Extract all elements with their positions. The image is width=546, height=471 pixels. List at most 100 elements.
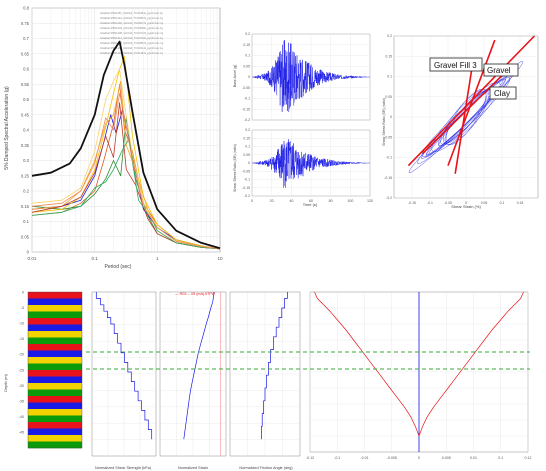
spectra-ytick: 0.45 bbox=[21, 112, 30, 117]
spectra-legend-entry: Ghakhar RSN1202_CHICHI_TCU067-N_pgmh.tve… bbox=[100, 21, 164, 25]
time-history-chart: 0.2 0.15 0.1 0.05 0 -0.05 -0.1 -0.15 -0.2 0.2 0.1… bbox=[233, 32, 373, 207]
stress-ytick: -0.2 bbox=[244, 194, 250, 198]
spectra-xtick: 1 bbox=[156, 256, 159, 261]
hysteresis-chart: 0.2 0.15 0.1 0.05 0 -0.05 -0.1 -0.15 -0.2 -0.15 -0… bbox=[382, 34, 539, 209]
spectra-legend-entry: Ghakhar RSN1187_CHICHI_TCU048-E_pgmh.tve… bbox=[100, 11, 163, 15]
hysteresis-backbone bbox=[454, 60, 474, 174]
strain-title: — RG1 – VS (m/s) 6TFW bbox=[175, 292, 215, 296]
annotation-clay: Clay bbox=[489, 86, 517, 100]
soil-layer bbox=[28, 428, 82, 436]
soil-layer bbox=[28, 435, 82, 442]
soil-layer bbox=[28, 331, 82, 338]
friction-line bbox=[261, 292, 288, 440]
stress-xtick: 0 bbox=[251, 199, 253, 203]
soil-layer bbox=[28, 305, 82, 312]
hysteresis-xtick: -0.1 bbox=[427, 201, 433, 205]
spectra-legend-entry: Ghakhar RSN1244_CHICHI_TCU118-N_pgmh.tve… bbox=[100, 51, 164, 55]
spectra-ytick: 0.4 bbox=[23, 128, 29, 133]
disp-xtick: 0 bbox=[418, 456, 420, 460]
profile-ytick: -5 bbox=[21, 306, 24, 310]
hysteresis-ytick: 0 bbox=[390, 115, 392, 119]
accel-ylabel: Base Accel (g) bbox=[233, 65, 237, 88]
stress-xtick: 100 bbox=[347, 199, 353, 203]
spectra-ytick: 0.05 bbox=[21, 234, 30, 239]
hysteresis-xtick: 0.1 bbox=[500, 201, 505, 205]
spectra-legend-entry: Ghakhar RSN1213_CHICHI_TCU079-E_pgmh.tve… bbox=[100, 36, 164, 40]
accel-ytick: 0.05 bbox=[243, 64, 250, 68]
hysteresis-loop bbox=[440, 89, 492, 145]
stress-xtick: 60 bbox=[309, 199, 313, 203]
disp-xtick: 0.005 bbox=[442, 456, 451, 460]
soil-layer bbox=[28, 402, 82, 410]
soil-layer bbox=[28, 344, 82, 351]
disp-xtick: -0.01 bbox=[360, 456, 368, 460]
spectra-legend-entry: Ghakhar RSN1208_CHICHI_TCU074-N_pgmh.tve… bbox=[100, 31, 164, 35]
hysteresis-ytick: 0.05 bbox=[385, 95, 392, 99]
spectra-xtick: 0.1 bbox=[91, 256, 98, 261]
hysteresis-loop bbox=[442, 89, 490, 145]
profile-ytick: 0 bbox=[22, 290, 24, 294]
spectra-ytick: 0.3 bbox=[23, 158, 29, 163]
profile-frame bbox=[27, 291, 83, 449]
hysteresis-xtick: -0.15 bbox=[408, 201, 416, 205]
spectra-series-line bbox=[31, 138, 221, 250]
soil-layer bbox=[28, 376, 82, 384]
stress-ytick: 0.15 bbox=[243, 136, 250, 140]
accel-ytick: 0 bbox=[248, 75, 250, 79]
spectra-xtick: 0.01 bbox=[28, 256, 37, 261]
spectra-ytick: 0.75 bbox=[21, 21, 30, 26]
hysteresis-ylabel: Shear Stress Ratio (SR) (ratio) bbox=[382, 98, 386, 146]
soil-layer bbox=[28, 396, 82, 403]
profile-ytick: -45 bbox=[19, 431, 24, 435]
disp-plot-area: -0.12 -0.1 -0.01 -0.005 0 0.005 0.01 0.1 0.12 bbox=[306, 291, 532, 460]
disp-xtick: -0.12 bbox=[306, 456, 314, 460]
soil-layer bbox=[28, 422, 82, 429]
accel-ytick: -0.15 bbox=[242, 107, 250, 111]
soil-layer bbox=[28, 292, 82, 299]
spectra-legend-entry: Ghakhar RSN1231_CHICHI_TCU101-E_pgmh.tve… bbox=[100, 46, 164, 50]
accel-ytick: -0.1 bbox=[244, 97, 250, 101]
disp-left-line bbox=[314, 291, 420, 437]
hysteresis-ytick: -0.15 bbox=[384, 176, 392, 180]
spectra-ytick: 0.55 bbox=[21, 82, 30, 87]
hysteresis-backbone bbox=[447, 39, 496, 166]
profile-ytick: -35 bbox=[19, 400, 24, 404]
spectra-chart: 0 0.05 0.1 0.15 0.2 0.25 0.3 0.35 0.4 0.45 0.5 0.55… bbox=[0, 0, 228, 272]
hysteresis-ytick: -0.05 bbox=[384, 135, 392, 139]
annotation-gravel-fill-3-label: Gravel Fill 3 bbox=[434, 61, 477, 70]
profile-ytick: -15 bbox=[19, 337, 24, 341]
annotation-gravel-label: Gravel bbox=[487, 66, 511, 75]
stress-ytick: 0.1 bbox=[245, 145, 250, 149]
strain-xlabel: Normalized Strain bbox=[178, 466, 208, 470]
soil-layer bbox=[28, 350, 82, 358]
friction-xlabel: Normalized Friction Angle (deg) bbox=[239, 466, 293, 470]
disp-xtick: 0.1 bbox=[498, 456, 503, 460]
spectra-legend: Ghakhar RSN1187_CHICHI_TCU048-E_pgmh.tve… bbox=[100, 11, 164, 55]
stress-ytick: -0.05 bbox=[242, 169, 250, 173]
spectra-ylabel: 5% Damped Spectral Acceleration (g) bbox=[4, 86, 10, 170]
hysteresis-ytick: -0.2 bbox=[386, 196, 392, 200]
stress-ylabel: Shear Stress Ratio (SR) (ratio) bbox=[233, 144, 237, 192]
profile-ytick: -30 bbox=[19, 384, 24, 388]
spectra-ytick: 0.1 bbox=[23, 219, 29, 224]
hysteresis-backbone bbox=[422, 67, 510, 155]
disp-xtick: 0.01 bbox=[470, 456, 477, 460]
spectra-ytick: 0.15 bbox=[21, 204, 30, 209]
soil-layer bbox=[28, 337, 82, 345]
annotation-clay-label: Clay bbox=[494, 89, 510, 98]
profile-chart: 0-5-10-15-20-25-30-35-40-45 -0.12 -0.1 -0.… bbox=[3, 290, 532, 470]
spectra-ytick: 0.25 bbox=[21, 173, 30, 178]
hysteresis-xtick: 0.05 bbox=[481, 201, 488, 205]
annotation-gravel-fill-3: Gravel Fill 3 bbox=[429, 57, 483, 72]
spectra-ytick: 0.35 bbox=[21, 143, 30, 148]
spectra-legend-entry: Ghakhar RSN1203_CHICHI_TCU068-E_pgmh.tve… bbox=[100, 26, 164, 30]
spectra-xlabel: Period (sec) bbox=[105, 264, 132, 270]
accel-plot-area: 0.2 0.15 0.1 0.05 0 -0.05 -0.1 -0.15 -0.2 bbox=[242, 32, 371, 122]
profile-plot-area: 0 -5 -10 -15 -20 -25 -30 -35 -40 -45 bbox=[19, 290, 83, 449]
accel-trace bbox=[252, 39, 370, 113]
stress-xlabel: Time (s) bbox=[303, 202, 318, 207]
spectra-series-line bbox=[31, 40, 221, 250]
disp-right-line bbox=[418, 291, 524, 437]
disp-xtick: -0.005 bbox=[387, 456, 397, 460]
soil-layer bbox=[28, 415, 82, 423]
